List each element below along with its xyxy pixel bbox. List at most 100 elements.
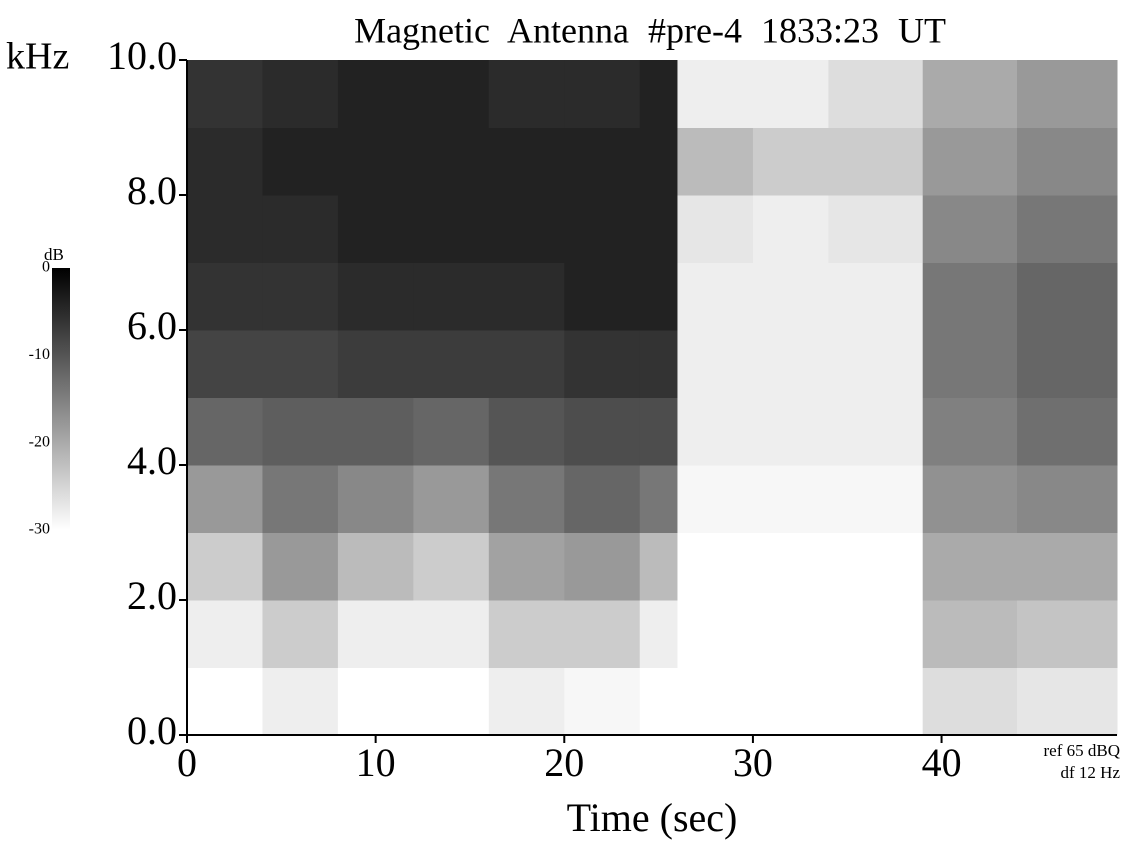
heatmap-cell (564, 397, 641, 466)
x-tick-label: 10 (356, 740, 396, 785)
heatmap-cell (413, 397, 490, 466)
chart-title: Magnetic Antenna #pre-4 1833:23 UT (354, 10, 946, 50)
heatmap-cell (413, 127, 490, 196)
heatmap-cell (413, 262, 490, 331)
heatmap-cell (677, 262, 754, 331)
heatmap-cell (262, 667, 339, 736)
heatmap-cell (639, 465, 678, 533)
heatmap-cell (752, 127, 829, 196)
heatmap-cell (488, 465, 565, 533)
heatmap-cell (413, 600, 490, 668)
annotation: df 12 Hz (1061, 763, 1121, 782)
heatmap-cell (828, 127, 924, 196)
heatmap-cell (262, 330, 339, 398)
heatmap-cell (639, 127, 678, 196)
heatmap-cell (262, 397, 339, 466)
heatmap-cell (752, 60, 829, 128)
heatmap-cell (564, 60, 641, 128)
colorbar-tick-label: -20 (29, 433, 50, 450)
heatmap-cell (187, 262, 263, 331)
heatmap-cell (828, 600, 924, 668)
heatmap-cell (828, 330, 924, 398)
y-tick-label: 8.0 (127, 168, 177, 213)
heatmap-cell (488, 195, 565, 263)
heatmap-cell (677, 397, 754, 466)
heatmap-cell (922, 127, 1018, 196)
heatmap-cell (1017, 60, 1118, 128)
x-tick-label: 20 (544, 740, 584, 785)
heatmap-cell (677, 465, 754, 533)
heatmap-cell (752, 600, 829, 668)
heatmap-cell (187, 195, 263, 263)
heatmap-cell (564, 127, 641, 196)
heatmap-cell (337, 532, 414, 601)
y-tick-label: 4.0 (127, 438, 177, 483)
x-axis-label: Time (sec) (567, 795, 738, 840)
heatmap-cell (828, 397, 924, 466)
x-tick-label: 0 (177, 740, 197, 785)
heatmap-cell (337, 600, 414, 668)
y-tick-label: 6.0 (127, 303, 177, 348)
heatmap-cell (1017, 397, 1118, 466)
heatmap-cell (1017, 127, 1118, 196)
heatmap-cell (413, 60, 490, 128)
y-tick-label: 10.0 (107, 33, 177, 78)
heatmap-cell (187, 465, 263, 533)
heatmap-cell (262, 532, 339, 601)
heatmap-cell (752, 667, 829, 736)
heatmap-cell (564, 330, 641, 398)
heatmap-cell (413, 195, 490, 263)
heatmap-cell (488, 532, 565, 601)
heatmap-cell (922, 60, 1018, 128)
heatmap-cell (639, 667, 678, 736)
heatmap-cell (677, 330, 754, 398)
colorbar-label: dB (44, 245, 64, 264)
heatmap-cell (922, 195, 1018, 263)
heatmap-cell (639, 330, 678, 398)
heatmap-cell (564, 262, 641, 331)
heatmap-cell (262, 465, 339, 533)
heatmap-cell (564, 465, 641, 533)
heatmap-cell (187, 397, 263, 466)
heatmap-cell (337, 195, 414, 263)
heatmap-cell (262, 195, 339, 263)
heatmap-cell (337, 330, 414, 398)
heatmap-cell (413, 330, 490, 398)
heatmap-cell (413, 532, 490, 601)
heatmap-cell (187, 532, 263, 601)
heatmap-cell (639, 195, 678, 263)
colorbar-tick-label: -30 (29, 521, 50, 538)
heatmap-cell (262, 60, 339, 128)
heatmap-cell (337, 465, 414, 533)
heatmap-cell (677, 667, 754, 736)
heatmap-cell (187, 127, 263, 196)
colorbar-tick-label: -10 (29, 346, 50, 363)
heatmap-cell (262, 262, 339, 331)
heatmap-cell (337, 262, 414, 331)
heatmap-cell (1017, 195, 1118, 263)
heatmap-cell (828, 195, 924, 263)
heatmap-cell (488, 667, 565, 736)
heatmap-cell (1017, 330, 1118, 398)
heatmap-cell (564, 195, 641, 263)
heatmap-cell (752, 397, 829, 466)
heatmap-cell (488, 330, 565, 398)
heatmap-cell (677, 532, 754, 601)
heatmap-cell (922, 600, 1018, 668)
heatmap-cell (828, 262, 924, 331)
heatmap-cell (639, 60, 678, 128)
heatmap-cell (187, 60, 263, 128)
heatmap-cell (1017, 262, 1118, 331)
heatmap-cell (1017, 532, 1118, 601)
y-tick-label: 2.0 (127, 573, 177, 618)
heatmap-cell (564, 532, 641, 601)
x-tick-label: 40 (922, 740, 962, 785)
heatmap-cell (488, 60, 565, 128)
y-tick-label: 0.0 (127, 708, 177, 753)
heatmap-cell (752, 330, 829, 398)
heatmap-cell (639, 262, 678, 331)
heatmap-cell (337, 667, 414, 736)
heatmap-cell (413, 465, 490, 533)
heatmap-cell (488, 397, 565, 466)
